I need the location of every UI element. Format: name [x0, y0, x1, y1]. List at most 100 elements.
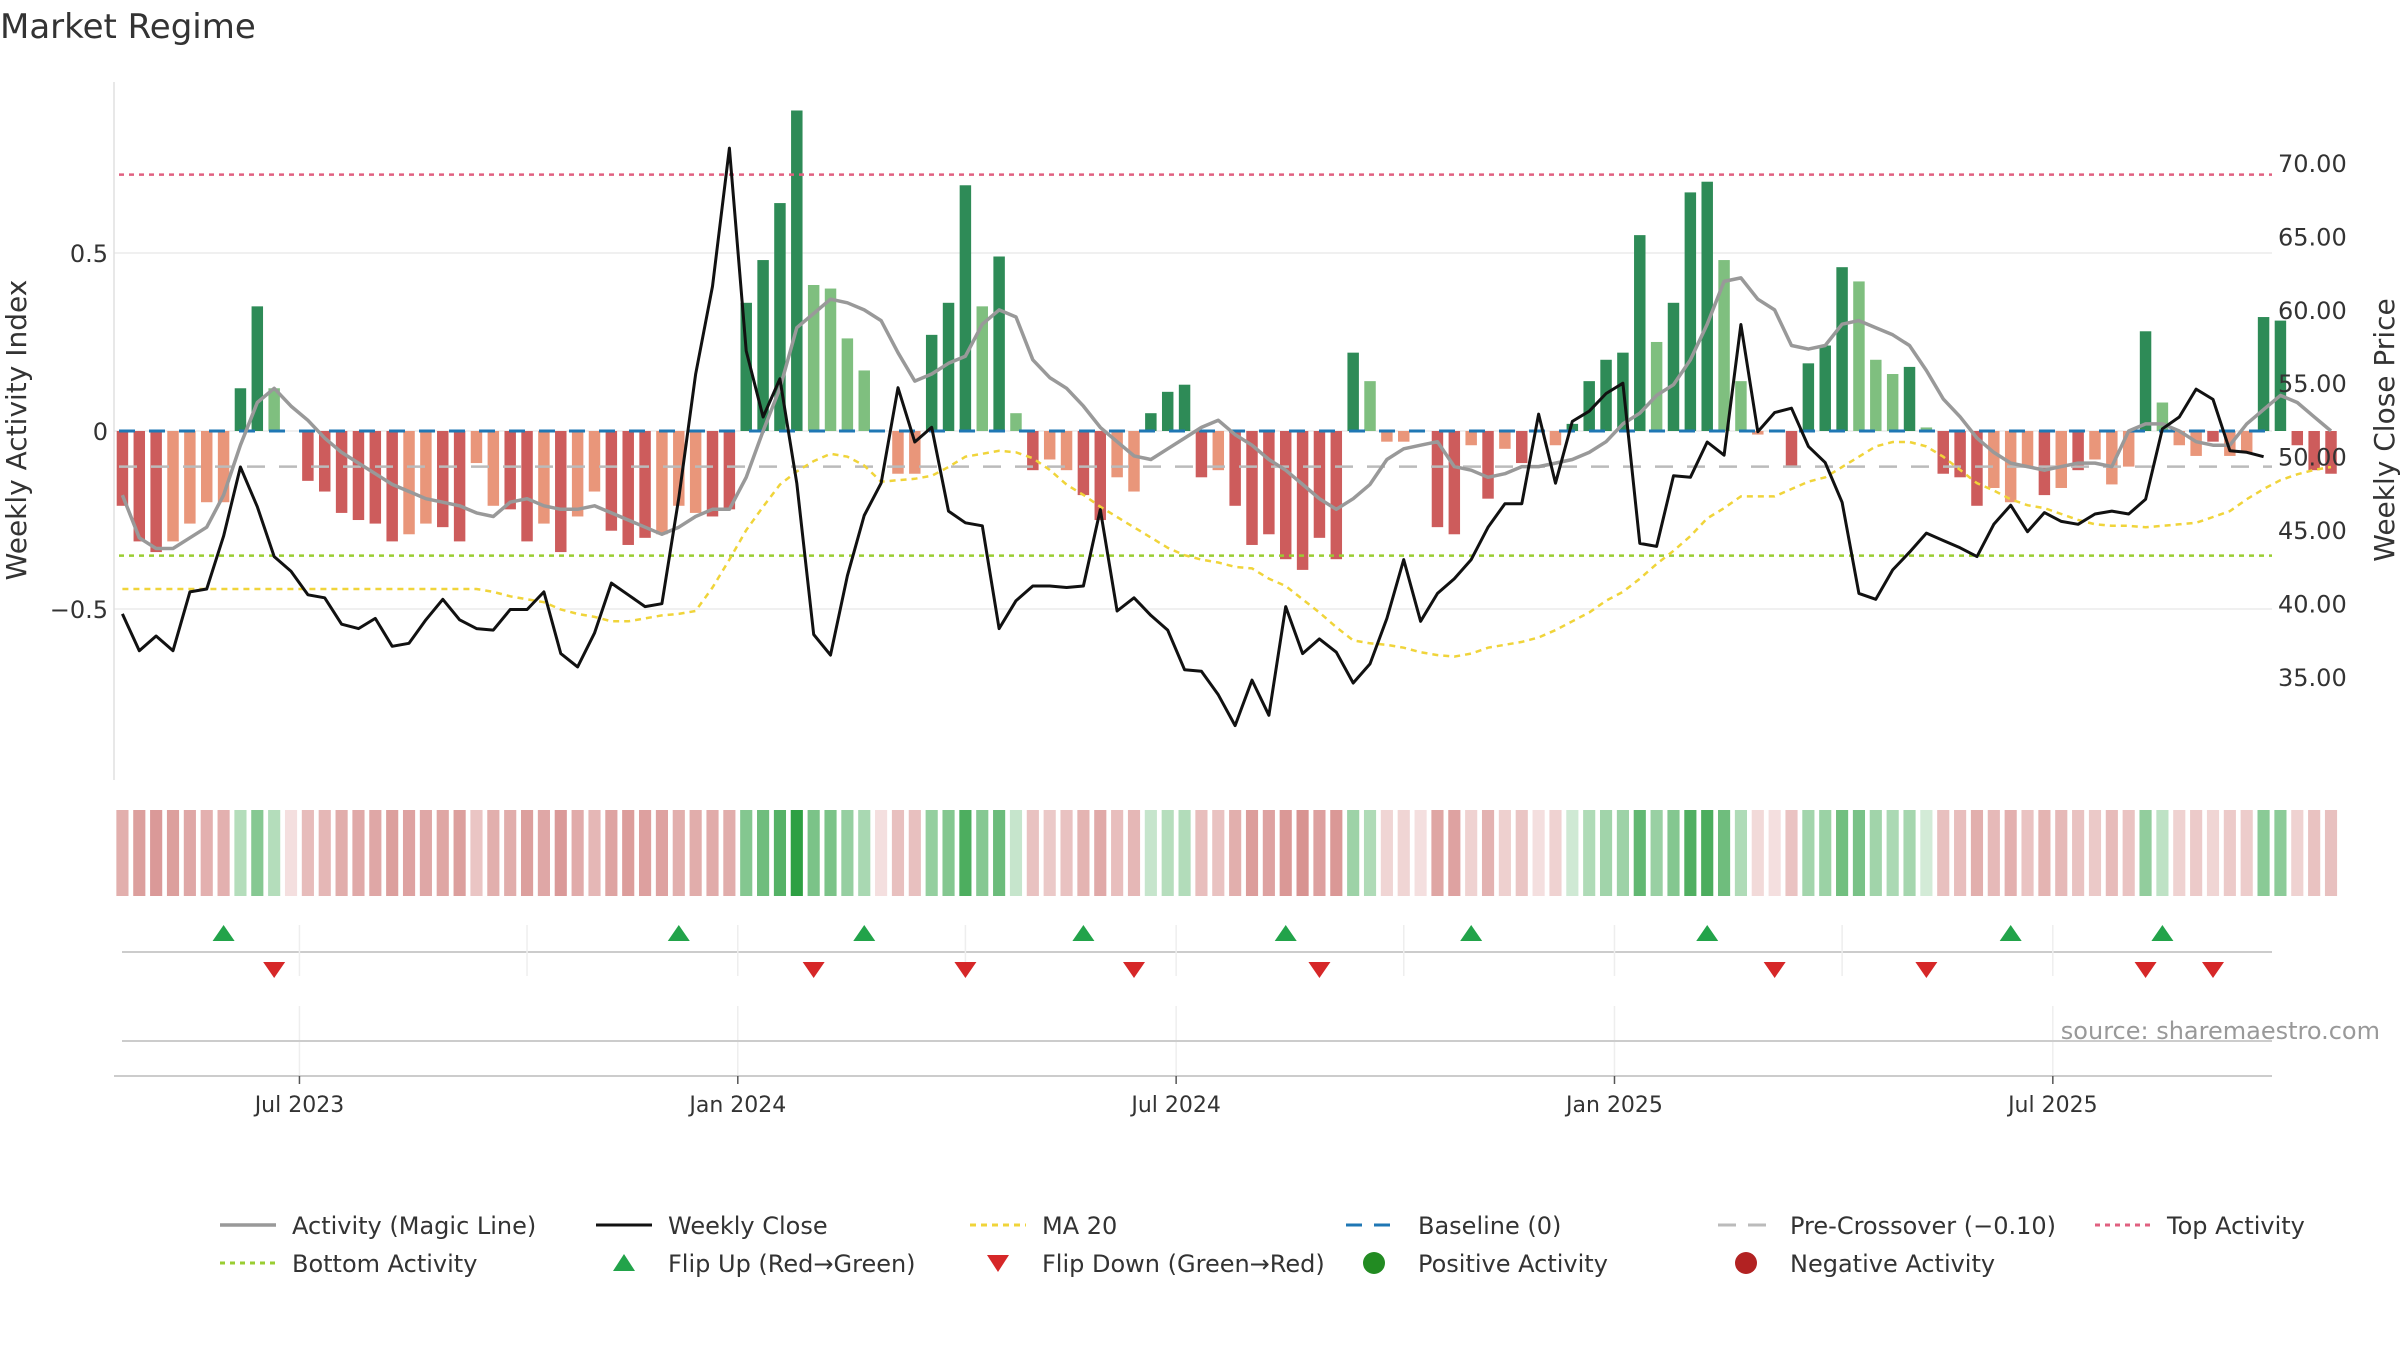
regime-cell	[1245, 810, 1259, 896]
regime-cell	[453, 810, 466, 896]
activity-bar	[976, 306, 988, 431]
regime-cell	[2105, 810, 2118, 896]
flip-up-marker	[1460, 925, 1483, 941]
flip-up-marker	[1999, 925, 2022, 941]
regime-cell	[1313, 810, 1326, 896]
regime-cell	[2308, 810, 2321, 896]
activity-bar	[251, 306, 264, 431]
regime-cell	[841, 810, 854, 896]
activity-bar	[673, 431, 685, 506]
activity-bar	[605, 431, 618, 531]
bottom-panel: Jul 2023 Jan 2024 Jul 2024 Jan 2025 Jul 2025	[114, 1006, 2272, 1118]
activity-bar	[1853, 281, 1865, 431]
activity-bars	[116, 110, 2337, 570]
regime-cell	[1212, 810, 1225, 896]
legend-label: Baseline (0)	[1418, 1212, 1561, 1240]
regime-cell	[2291, 810, 2304, 896]
regime-cell	[1060, 810, 1073, 896]
activity-bar	[1279, 431, 1292, 560]
regime-cell	[470, 810, 483, 896]
regime-cell	[1954, 810, 1967, 896]
y-axis-left-label: Weekly Activity Index	[0, 280, 33, 581]
regime-cell	[1144, 810, 1157, 896]
series-lines	[120, 146, 2333, 728]
regime-cell	[2021, 810, 2034, 896]
regime-cell	[2055, 810, 2068, 896]
regime-cell	[352, 810, 365, 896]
regime-cell	[183, 810, 196, 896]
regime-cell	[386, 810, 399, 896]
reference-lines	[119, 173, 2272, 557]
activity-bar	[959, 185, 972, 431]
activity-bar	[1836, 267, 1848, 431]
activity-bar	[1903, 366, 1916, 431]
regime-cell	[2173, 810, 2186, 896]
flip-down-marker	[263, 962, 286, 978]
regime-cell	[1549, 810, 1562, 896]
activity-bar	[1785, 431, 1798, 467]
regime-cell	[2156, 810, 2169, 896]
flip-up-marker	[1072, 925, 1095, 941]
regime-cell	[335, 810, 348, 896]
activity-bar	[453, 431, 466, 542]
regime-cell	[858, 810, 871, 896]
activity-bar	[740, 302, 752, 431]
activity-bar	[723, 431, 736, 510]
activity-bar	[588, 431, 601, 492]
activity-bar	[420, 431, 432, 524]
regime-cell	[1077, 810, 1090, 896]
regime-cell	[1397, 810, 1410, 896]
regime-cell	[1836, 810, 1849, 896]
regime-cell	[234, 810, 247, 896]
y-right-tick-label: 65.00	[2278, 223, 2347, 251]
activity-bar	[942, 302, 955, 431]
regime-cell	[1869, 810, 1882, 896]
activity-bar	[2038, 431, 2051, 496]
x-tick-label: Jan 2025	[1564, 1093, 1663, 1118]
activity-bar	[993, 256, 1005, 431]
activity-bar	[1819, 345, 1831, 431]
regime-cell	[655, 810, 668, 896]
flip-down-marker	[1308, 962, 1331, 978]
activity-bar	[1465, 431, 1477, 446]
y-right-tick-label: 35.00	[2278, 664, 2347, 692]
y-right-tick-label: 50.00	[2278, 444, 2347, 472]
regime-cell	[908, 810, 921, 896]
activity-bar	[1060, 431, 1073, 471]
activity-bar	[2122, 431, 2135, 467]
activity-bar	[1263, 431, 1275, 535]
activity-bar	[1178, 384, 1191, 431]
activity-bar	[470, 431, 483, 464]
flip-down-marker	[1763, 962, 1786, 978]
activity-bar	[571, 431, 584, 517]
y-axis-right-label: Weekly Close Price	[2368, 298, 2400, 561]
regime-cell	[1903, 810, 1916, 896]
regime-cell	[706, 810, 719, 896]
regime-cell	[2004, 810, 2017, 896]
activity-bar	[1111, 431, 1123, 478]
activity-bar	[487, 431, 500, 506]
activity-bar	[1161, 391, 1174, 431]
activity-bar	[2089, 431, 2101, 460]
flip-up-marker	[853, 925, 876, 941]
regime-cell	[1229, 810, 1242, 896]
regime-cell	[1009, 810, 1023, 896]
regime-cell	[217, 810, 230, 896]
activity-bar	[2106, 431, 2118, 485]
activity-bar	[1634, 235, 1646, 431]
regime-cell	[807, 810, 820, 896]
regime-cell	[790, 810, 803, 896]
activity-bar	[184, 431, 196, 524]
activity-bar	[1499, 431, 1511, 449]
activity-bar	[892, 431, 904, 474]
regime-cell	[1178, 810, 1191, 896]
regime-cell	[1111, 810, 1124, 896]
activity-bar	[555, 431, 567, 553]
regime-cell	[1380, 810, 1393, 896]
flip-up-marker	[1274, 925, 1297, 941]
regime-cell	[1785, 810, 1798, 896]
regime-cell	[605, 810, 618, 896]
activity-bar	[1364, 381, 1376, 431]
regime-cell	[301, 810, 314, 896]
